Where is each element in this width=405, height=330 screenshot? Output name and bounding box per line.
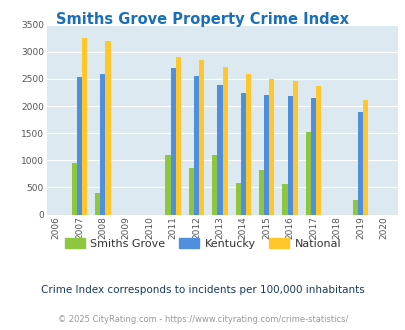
Bar xyxy=(72,163,77,215)
Bar xyxy=(362,100,367,214)
Bar xyxy=(352,200,357,214)
Bar xyxy=(240,92,245,214)
Bar xyxy=(269,79,274,214)
Bar xyxy=(258,170,264,214)
Bar xyxy=(77,77,82,214)
Bar xyxy=(292,81,297,214)
Bar xyxy=(194,76,198,215)
Bar xyxy=(175,57,180,214)
Bar xyxy=(305,132,310,214)
Text: Crime Index corresponds to incidents per 100,000 inhabitants: Crime Index corresponds to incidents per… xyxy=(41,285,364,295)
Text: © 2025 CityRating.com - https://www.cityrating.com/crime-statistics/: © 2025 CityRating.com - https://www.city… xyxy=(58,315,347,324)
Bar xyxy=(212,155,217,214)
Bar xyxy=(170,68,175,214)
Bar xyxy=(287,96,292,214)
Bar xyxy=(315,86,320,214)
Bar xyxy=(217,85,222,214)
Bar xyxy=(310,98,315,214)
Bar xyxy=(105,41,110,214)
Bar xyxy=(198,60,204,214)
Bar xyxy=(100,74,105,215)
Legend: Smiths Grove, Kentucky, National: Smiths Grove, Kentucky, National xyxy=(60,234,345,253)
Bar xyxy=(282,184,287,215)
Bar xyxy=(188,168,194,214)
Bar xyxy=(95,193,100,215)
Bar xyxy=(82,38,87,214)
Bar xyxy=(245,74,250,215)
Bar xyxy=(165,155,170,214)
Text: Smiths Grove Property Crime Index: Smiths Grove Property Crime Index xyxy=(56,12,349,26)
Bar xyxy=(264,95,269,214)
Bar xyxy=(222,67,227,214)
Bar xyxy=(357,112,362,214)
Bar xyxy=(235,183,240,214)
